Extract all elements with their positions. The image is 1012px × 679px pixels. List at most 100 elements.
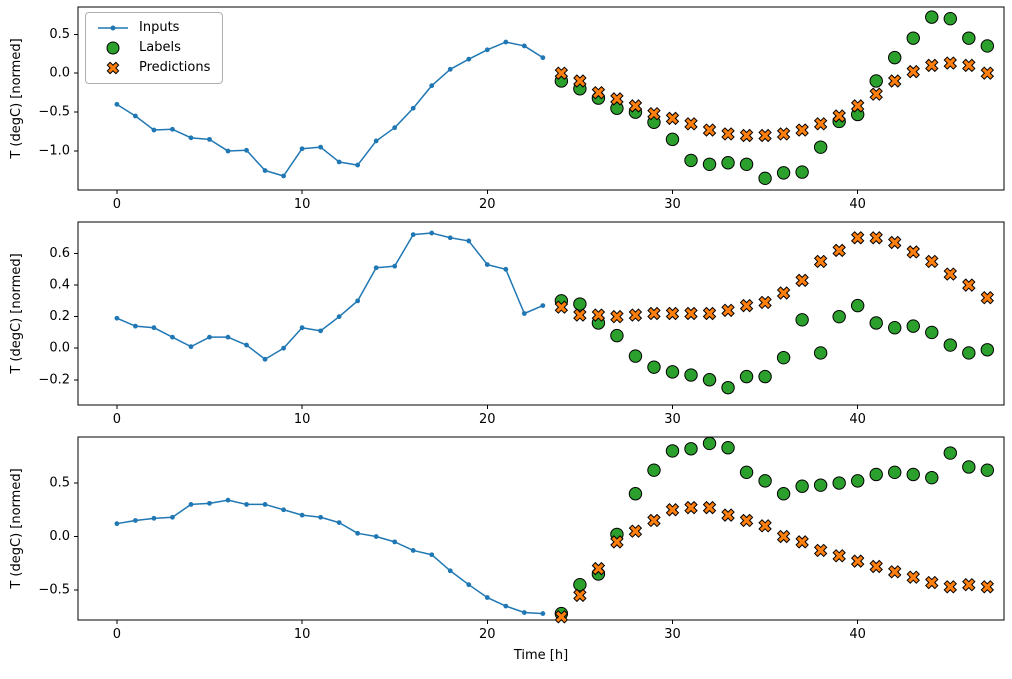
labels-point (813, 478, 828, 492)
predictions-point (925, 254, 939, 269)
inputs-point (133, 323, 138, 329)
y-tick-label: 0.5 (49, 27, 70, 42)
labels-point (721, 156, 735, 170)
inputs-point (207, 500, 212, 506)
inputs-point (521, 43, 527, 49)
labels-point (665, 132, 680, 147)
labels-point (684, 153, 698, 168)
y-axis-label: T (degC) [normed] (9, 38, 24, 159)
predictions-point (869, 231, 883, 245)
labels-point (628, 349, 643, 363)
predictions-point (832, 243, 846, 258)
predictions-point (962, 577, 976, 592)
predictions-point (665, 306, 680, 321)
labels-point (795, 313, 809, 327)
inputs-point (373, 265, 379, 271)
predictions-point (795, 123, 809, 137)
predictions-point (702, 500, 717, 515)
predictions-point (684, 500, 698, 515)
labels-point (980, 463, 995, 477)
labels-point (832, 476, 846, 490)
labels-point (573, 297, 587, 311)
predictions-point (832, 109, 846, 123)
inputs-point (151, 515, 157, 521)
inputs-point (318, 144, 324, 150)
labels-point (925, 470, 939, 485)
inputs-point (540, 303, 546, 309)
labels-point (850, 474, 865, 488)
inputs-point (466, 582, 472, 588)
inputs-point (225, 148, 231, 154)
x-tick-label: 0 (113, 412, 121, 427)
inputs-point (429, 230, 435, 236)
inputs-point (373, 138, 379, 144)
legend-item-predictions: Predictions (96, 61, 210, 75)
inputs-point (188, 344, 194, 350)
inputs-point (170, 126, 175, 132)
x-axis-label: Time [h] (513, 648, 568, 663)
labels-point (795, 479, 809, 493)
x-tick-label: 20 (479, 197, 496, 212)
predictions-point (813, 117, 828, 131)
subplot-2: 0 10 20 30 40 −0.2 0.0 0.2 0.4 0.6 T (degC) [norme… (9, 221, 1005, 427)
inputs-point (133, 113, 138, 119)
x-tick-label: 40 (849, 197, 866, 212)
labels-point (684, 442, 698, 456)
inputs-point (466, 238, 472, 244)
predictions-point (702, 306, 717, 321)
labels-point (869, 316, 883, 330)
inputs-point (170, 514, 175, 520)
labels-point (795, 165, 809, 179)
predictions-point (739, 298, 754, 313)
labels-point (776, 166, 791, 180)
inputs-point (299, 325, 305, 331)
predictions-point (628, 99, 643, 113)
predictions-point (610, 309, 624, 324)
labels-point (925, 325, 939, 340)
labels-point (684, 368, 698, 382)
subplot-1: 0 10 20 30 40 −1.0 −0.5 0.0 0.5 T (degC) [normed] (9, 6, 1005, 212)
inputs-line-marker-icon (98, 25, 128, 31)
inputs-point (447, 235, 453, 241)
inputs-point (392, 539, 398, 545)
predictions-point (591, 308, 606, 322)
inputs-point (244, 342, 249, 348)
predictions-point (647, 306, 661, 321)
inputs-point (151, 127, 157, 133)
inputs-point (521, 610, 527, 615)
inputs-point (151, 325, 157, 331)
predictions-point (758, 128, 772, 143)
predictions-point (850, 99, 865, 113)
y-tick-label: 0.0 (49, 529, 70, 544)
predictions-point (628, 308, 643, 322)
labels-point (739, 157, 754, 172)
y-tick-label: −0.2 (38, 372, 70, 387)
predictions-point (906, 570, 920, 584)
predictions-point (610, 535, 624, 549)
inputs-point (336, 520, 342, 526)
inputs-point (336, 159, 342, 165)
y-axis-label: T (degC) [normed] (9, 468, 24, 589)
inputs-point (262, 168, 268, 173)
y-tick-label: 0.0 (49, 66, 70, 81)
labels-point (702, 157, 717, 172)
predictions-point (850, 554, 865, 568)
predictions-point (739, 128, 754, 143)
labels-point (628, 487, 643, 501)
predictions-point (888, 235, 902, 250)
predictions-point (943, 56, 958, 70)
labels-point (906, 31, 920, 45)
y-tick-label: −0.5 (38, 105, 70, 120)
inputs-point (373, 534, 379, 539)
labels-point (665, 444, 680, 458)
inputs-point (336, 314, 342, 320)
predictions-point (591, 85, 606, 100)
axes-frame (77, 6, 1005, 191)
inputs-point (299, 512, 305, 518)
predictions-point (980, 291, 995, 305)
predictions-point (795, 535, 809, 549)
labels-point (832, 309, 846, 324)
inputs-point (392, 263, 398, 269)
labels-point (888, 465, 902, 480)
